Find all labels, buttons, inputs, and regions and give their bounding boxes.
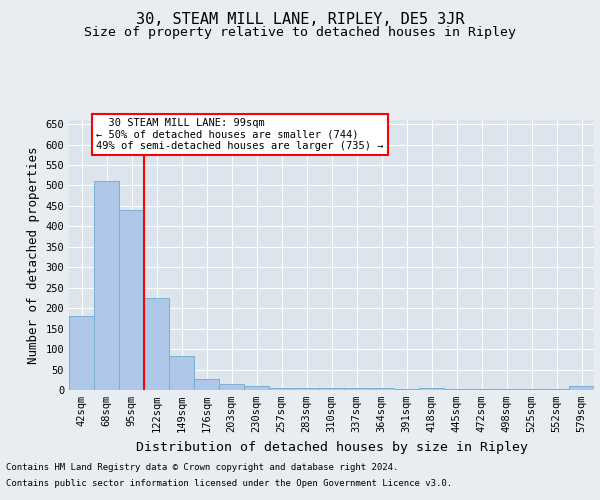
Bar [544,389,569,390]
Bar [144,298,169,390]
Bar [219,384,244,390]
Text: Contains public sector information licensed under the Open Government Licence v3: Contains public sector information licen… [6,478,452,488]
Bar [244,386,269,390]
Text: 30, STEAM MILL LANE, RIPLEY, DE5 3JR: 30, STEAM MILL LANE, RIPLEY, DE5 3JR [136,12,464,28]
Bar [119,210,144,390]
Bar [519,389,544,390]
Text: 30 STEAM MILL LANE: 99sqm
← 50% of detached houses are smaller (744)
49% of semi: 30 STEAM MILL LANE: 99sqm ← 50% of detac… [97,118,384,151]
Bar [419,388,444,390]
Bar [169,356,194,390]
Bar [394,389,419,390]
Text: Contains HM Land Registry data © Crown copyright and database right 2024.: Contains HM Land Registry data © Crown c… [6,464,398,472]
Bar [569,386,594,390]
Bar [69,316,94,390]
Bar [194,379,219,390]
Bar [269,388,294,390]
Bar [469,389,494,390]
Bar [444,389,469,390]
Bar [319,388,344,390]
Y-axis label: Number of detached properties: Number of detached properties [27,146,40,364]
Bar [294,388,319,390]
Bar [369,388,394,390]
Bar [494,389,519,390]
X-axis label: Distribution of detached houses by size in Ripley: Distribution of detached houses by size … [136,440,527,454]
Text: Size of property relative to detached houses in Ripley: Size of property relative to detached ho… [84,26,516,39]
Bar [344,388,369,390]
Bar [94,182,119,390]
